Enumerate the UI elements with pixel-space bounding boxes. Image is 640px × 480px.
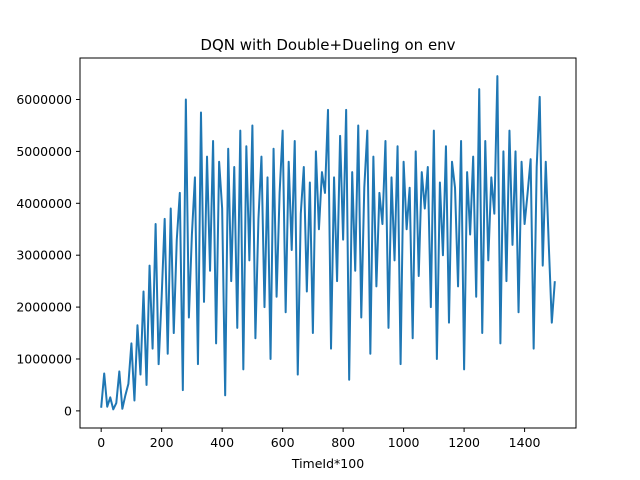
x-tick-label: 600: [271, 435, 295, 450]
y-tick-label: 4000000: [16, 196, 72, 211]
plot-area: [100, 75, 556, 411]
chart-title: DQN with Double+Dueling on env: [200, 36, 455, 54]
x-tick-label: 1400: [509, 435, 541, 450]
x-tick-label: 800: [331, 435, 355, 450]
x-tick-label: 200: [150, 435, 174, 450]
y-tick-label: 6000000: [16, 92, 72, 107]
y-tick-label: 2000000: [16, 300, 72, 315]
y-tick-label: 5000000: [16, 144, 72, 159]
x-tick-label: 0: [97, 435, 105, 450]
x-tick-label: 1000: [388, 435, 420, 450]
x-tick-label: 1200: [448, 435, 480, 450]
series-line-0: [100, 75, 556, 411]
y-tick-label: 0: [64, 403, 72, 418]
x-axis-label: TimeId*100: [291, 456, 364, 471]
y-tick-label: 1000000: [16, 351, 72, 366]
x-tick-label: 400: [210, 435, 234, 450]
x-axis: 0 200 400 600 800 1000 1200 1400: [97, 428, 541, 450]
plot-frame: [79, 57, 577, 429]
y-tick-label: 3000000: [16, 248, 72, 263]
y-axis: 0 1000000 2000000 3000000 4000000 5000000 6000…: [16, 92, 80, 418]
